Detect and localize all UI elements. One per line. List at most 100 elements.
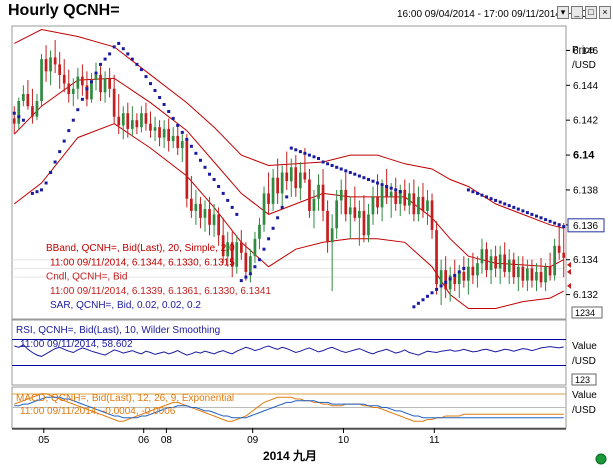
- candle-body: [394, 191, 398, 204]
- menu-icon[interactable]: ▾: [557, 6, 569, 19]
- sar-dot: [49, 171, 53, 174]
- sar-dot: [17, 115, 21, 119]
- sar-dot: [339, 167, 343, 171]
- sar-dot: [525, 211, 529, 215]
- price-legend-line: BBand, QCNH=, Bid(Last), 20, Simple, 2.0: [46, 243, 235, 254]
- candle-body: [308, 179, 311, 211]
- macd-axis-unit: /USD: [572, 405, 596, 416]
- y-tick-label: 6.146: [573, 46, 598, 57]
- sar-dot: [344, 169, 348, 173]
- sar-dot: [457, 270, 461, 274]
- sar-dot: [294, 148, 298, 152]
- candle-body: [53, 57, 57, 65]
- sar-dot: [498, 200, 502, 204]
- candle-body: [108, 78, 111, 89]
- candle-body: [439, 270, 443, 285]
- sar-dot: [298, 150, 302, 154]
- candle-body: [353, 207, 357, 218]
- y-tick-label: 6.132: [573, 290, 598, 301]
- sar-dot: [262, 247, 266, 251]
- candle-body: [457, 271, 461, 285]
- sar-dot: [203, 165, 207, 169]
- price-legend-line: Cndl, QCNH=, Bid: [46, 272, 127, 283]
- status-online-icon[interactable]: [595, 453, 607, 465]
- y-tick-label: 6.14: [573, 150, 595, 162]
- y-tick-label: 6.144: [573, 81, 598, 92]
- sar-dot: [167, 110, 171, 113]
- sar-dot: [230, 205, 234, 209]
- candle-body: [280, 172, 284, 194]
- sar-dot: [58, 150, 62, 154]
- candle-body: [348, 207, 352, 215]
- x-month-label: 2014 九月: [263, 448, 317, 463]
- candle-body: [149, 123, 152, 131]
- candle-body: [408, 193, 411, 206]
- price-legend-line: 11:00 09/11/2014, 6.1339, 6.1361, 6.1330…: [50, 286, 271, 297]
- x-tick-label: 06: [138, 435, 150, 446]
- rsi-legend-value: 11:00 09/11/2014, 58.602: [20, 339, 133, 350]
- sar-dot: [385, 185, 389, 188]
- price-count-label: 1234: [575, 308, 595, 318]
- sar-dot: [248, 272, 252, 276]
- sar-dot: [439, 284, 443, 288]
- candle-body: [389, 191, 393, 197]
- sar-dot: [99, 62, 102, 66]
- candle-body: [81, 76, 84, 86]
- sar-dot: [135, 62, 139, 66]
- candle-body: [480, 249, 484, 264]
- sar-dot: [189, 144, 193, 148]
- sar-dot: [516, 207, 520, 211]
- candle-body: [12, 118, 16, 124]
- price-axis-label: Price: [572, 45, 595, 56]
- sar-dot: [40, 188, 43, 192]
- sar-dot: [367, 178, 370, 181]
- candle-body: [335, 200, 338, 229]
- last-price-badge: [567, 218, 605, 233]
- candle-body: [226, 242, 229, 257]
- sar-dot: [430, 291, 434, 295]
- sar-dot: [267, 237, 271, 241]
- sar-dot: [171, 116, 175, 120]
- chart-title: Hourly QCNH=: [8, 2, 120, 19]
- candle-body: [67, 83, 71, 95]
- candle-body: [507, 259, 511, 272]
- sar-dot: [285, 195, 289, 199]
- sar-dot: [303, 151, 307, 155]
- rsi-axis-label: Value: [572, 341, 597, 352]
- candle-body: [367, 214, 370, 236]
- candle-body: [221, 235, 225, 257]
- sar-dot: [90, 80, 93, 84]
- minimize-icon[interactable]: _: [571, 6, 583, 19]
- maximize-icon[interactable]: □: [585, 6, 597, 19]
- candle-body: [539, 271, 543, 283]
- candle-body: [417, 196, 420, 215]
- candle-body: [90, 80, 93, 100]
- sar-dot: [94, 71, 98, 75]
- sar-dot: [12, 111, 16, 115]
- sar-dot: [453, 273, 457, 277]
- candle-body: [467, 266, 470, 281]
- candle-body: [135, 120, 139, 128]
- candle-body: [112, 88, 116, 117]
- candle-body: [49, 57, 52, 72]
- candle-body: [158, 127, 161, 138]
- candle-body: [494, 256, 497, 269]
- candle-body: [208, 209, 211, 225]
- candle-body: [167, 128, 170, 142]
- close-icon[interactable]: ×: [599, 6, 611, 19]
- sar-dot: [80, 97, 84, 101]
- candle-body: [380, 186, 384, 208]
- x-tick-label: 05: [38, 435, 50, 446]
- sar-dot: [312, 155, 316, 159]
- candle-body: [285, 172, 289, 182]
- y-tick-label: 6.142: [573, 116, 598, 127]
- sar-dot: [208, 172, 211, 176]
- candle-body: [140, 113, 143, 128]
- rsi-legend-title: RSI, QCNH=, Bid(Last), 10, Wilder Smooth…: [16, 325, 220, 336]
- macd-legend-value: 11:00 09/11/2014, -0.0004, -0.0006: [20, 406, 176, 417]
- candle-body: [485, 249, 488, 271]
- sar-dot: [503, 202, 507, 206]
- candle-body: [548, 266, 552, 276]
